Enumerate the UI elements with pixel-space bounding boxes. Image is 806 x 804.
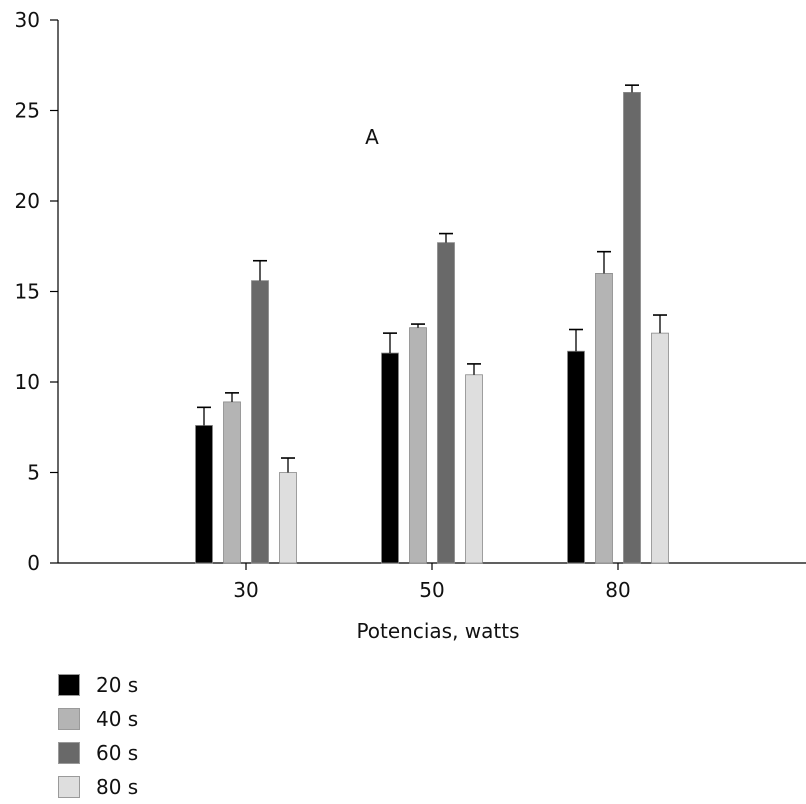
legend-item-40s: 40 s xyxy=(58,702,138,736)
y-tick-label: 15 xyxy=(15,280,40,304)
legend-swatch xyxy=(58,708,80,730)
x-tick-label: 30 xyxy=(233,578,258,602)
y-tick-label: 10 xyxy=(15,370,40,394)
x-axis-label: Potencias, watts xyxy=(356,619,519,643)
y-tick-label: 20 xyxy=(15,189,40,213)
y-tick-label: 30 xyxy=(15,8,40,32)
bar xyxy=(251,280,269,564)
legend-label: 40 s xyxy=(96,707,139,731)
legend-item-20s: 20 s xyxy=(58,668,138,702)
chart-annotation: A xyxy=(365,125,379,149)
bar xyxy=(381,352,399,564)
bar xyxy=(623,92,641,564)
y-tick-label: 5 xyxy=(27,461,40,485)
x-tick-label: 80 xyxy=(605,578,630,602)
legend-label: 20 s xyxy=(96,673,139,697)
bar xyxy=(567,350,585,564)
x-tick-label: 50 xyxy=(419,578,444,602)
legend-swatch xyxy=(58,742,80,764)
y-tick-label: 25 xyxy=(15,99,40,123)
bar xyxy=(409,327,427,564)
legend-label: 60 s xyxy=(96,741,139,765)
bar xyxy=(437,242,455,564)
bar xyxy=(223,401,241,564)
bar xyxy=(195,425,213,564)
legend-label: 80 s xyxy=(96,775,139,799)
bar xyxy=(651,332,669,564)
legend-swatch xyxy=(58,674,80,696)
legend: 20 s 40 s 60 s 80 s xyxy=(58,668,138,804)
y-tick-label: 0 xyxy=(27,551,40,575)
bar xyxy=(465,374,483,564)
bar xyxy=(595,272,613,564)
legend-item-60s: 60 s xyxy=(58,736,138,770)
legend-item-80s: 80 s xyxy=(58,770,138,804)
plot-area: 0 5 10 15 20 25 30 30 50 80 xyxy=(15,8,806,602)
legend-swatch xyxy=(58,776,80,798)
bar xyxy=(279,472,297,564)
